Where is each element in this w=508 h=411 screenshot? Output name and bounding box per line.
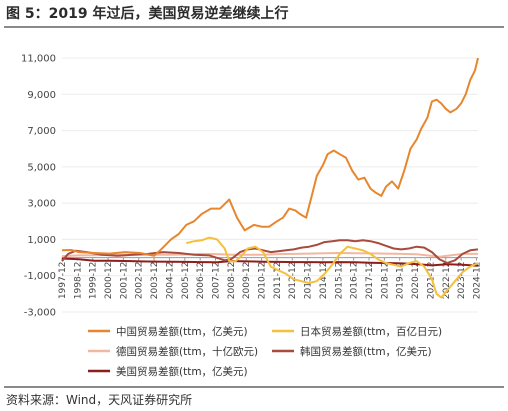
x-tick-label: 2006-12 <box>196 262 206 300</box>
x-tick-label: 2010-12 <box>258 262 268 300</box>
x-tick-label: 2005-12 <box>181 262 191 300</box>
x-tick-label: 2000-12 <box>104 262 114 300</box>
x-tick-label: 2022-12 <box>442 262 452 300</box>
x-tick-label: 2009-12 <box>242 262 252 300</box>
x-tick-label: 2002-12 <box>135 262 145 300</box>
legend-label-3: 韩国贸易差额(ttm，亿美元) <box>300 345 432 358</box>
series-line-1 <box>186 236 479 299</box>
top-rule <box>4 26 504 28</box>
gridlines <box>62 57 478 313</box>
y-tick-label: 11,000 <box>21 54 56 65</box>
y-tick-label: -1,000 <box>24 271 56 282</box>
bottom-rule <box>4 386 504 388</box>
y-axis-ticks: -3,000 -1,000 1,000 3,000 5,000 7,000 9,000 11,… <box>21 54 56 319</box>
x-tick-label: 2024-12 <box>472 262 482 300</box>
legend-label-2: 德国贸易差额(ttm，十亿欧元) <box>116 345 258 358</box>
x-tick-label: 2017-12 <box>365 262 375 300</box>
x-tick-label: 1997-12 <box>58 262 68 300</box>
legend-label-0: 中国贸易差额(ttm，亿美元) <box>116 325 248 338</box>
x-tick-label: 1999-12 <box>89 262 99 300</box>
legend-label-4: 美国贸易差额(ttm，亿美元) <box>116 365 248 378</box>
x-tick-label: 2011-12 <box>273 262 283 300</box>
x-tick-label: 2001-12 <box>119 262 129 300</box>
legend-label-1: 日本贸易差额(ttm，百亿日元) <box>300 325 442 338</box>
x-tick-label: 2018-12 <box>380 262 390 300</box>
y-tick-label: 1,000 <box>27 235 56 246</box>
chart-title: 图 5：2019 年过后，美国贸易逆差继续上行 <box>6 6 289 22</box>
x-tick-label: 2007-12 <box>212 262 222 300</box>
x-tick-label: 2016-12 <box>350 262 360 300</box>
series-line-0 <box>61 57 479 257</box>
y-tick-label: 3,000 <box>27 199 56 210</box>
x-tick-label: 2012-12 <box>288 262 298 300</box>
series-lines <box>61 57 479 299</box>
x-tick-label: 2015-12 <box>334 262 344 300</box>
y-tick-label: 9,000 <box>27 90 56 101</box>
x-axis: 1997-12 1998-12 1999-12 2000-12 2001-12 2002-… <box>58 257 482 300</box>
y-tick-label: 5,000 <box>27 162 56 173</box>
x-tick-label: 2008-12 <box>227 262 237 300</box>
source-note: 资料来源：Wind，天风证券研究所 <box>6 393 193 407</box>
x-tick-label: 2004-12 <box>165 262 175 300</box>
x-tick-label: 2019-12 <box>396 262 406 300</box>
x-tick-label: 2013-12 <box>304 262 314 300</box>
x-tick-label: 2023-12 <box>457 262 467 300</box>
x-tick-label: 2003-12 <box>150 262 160 300</box>
legend: 中国贸易差额(ttm，亿美元) 日本贸易差额(ttm，百亿日元) 德国贸易差额(tt… <box>88 325 442 378</box>
y-tick-label: 7,000 <box>27 126 56 137</box>
x-tick-label: 2014-12 <box>319 262 329 300</box>
x-tick-label: 2020-12 <box>411 262 421 300</box>
x-tick-label: 1998-12 <box>73 262 83 300</box>
series-line-3 <box>61 239 479 264</box>
y-tick-label: -3,000 <box>24 308 56 319</box>
